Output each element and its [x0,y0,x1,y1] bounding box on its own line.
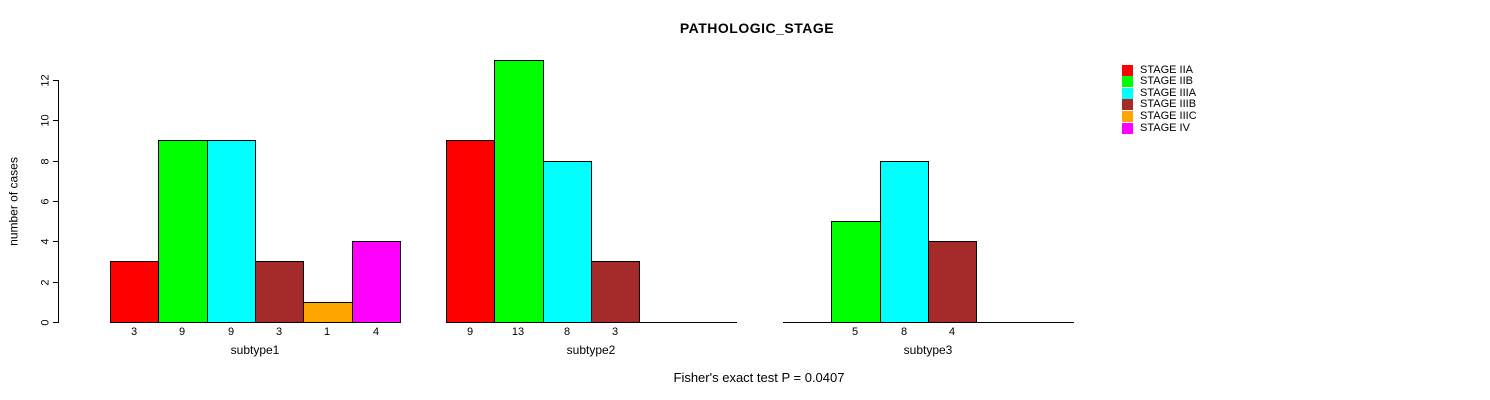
legend-swatch-stage-iiib [1122,99,1133,110]
y-axis-tick [53,322,58,323]
legend-label: STAGE IIIC [1140,110,1197,122]
legend-item-stage-iiic: STAGE IIIC [1122,111,1197,122]
legend-swatch-stage-iiia [1122,88,1133,99]
bar-value-label: 1 [323,326,331,338]
legend-label: STAGE IIA [1140,64,1193,76]
bar-value-label: 4 [948,326,956,338]
bar-subtype1-stage-iib [158,140,208,323]
bar-value-label: 8 [900,326,908,338]
legend-label: STAGE IIB [1140,75,1193,87]
bar-subtype2-stage-iia [446,140,495,323]
bar-subtype1-stage-iv [352,241,401,323]
legend-swatch-stage-iiic [1122,111,1133,122]
bar-value-label: 8 [563,326,571,338]
legend-item-stage-iib: STAGE IIB [1122,76,1193,87]
y-axis-tick [53,282,58,283]
x-axis-group-label: subtype1 [230,343,280,357]
y-axis-tick-label: 0 [39,319,52,326]
bar-value-label: 3 [611,326,619,338]
legend-label: STAGE IIIB [1140,98,1197,110]
y-axis-tick-label: 4 [39,238,52,245]
bar-subtype3-stage-iiia [880,161,929,323]
y-axis-tick-label: 12 [39,74,52,87]
x-axis-group-label: subtype3 [903,343,953,357]
legend-item-stage-iia: STAGE IIA [1122,65,1193,76]
bar-subtype2-stage-iiib [591,261,640,323]
y-axis-tick [53,80,58,81]
chart-title: PATHOLOGIC_STAGE [679,20,835,36]
bar-value-label: 13 [511,326,525,338]
bar-subtype1-stage-iiia [207,140,256,323]
x-axis-group-label: subtype2 [566,343,616,357]
y-axis-line [58,80,59,323]
y-axis-tick-label: 6 [39,198,52,205]
bar-value-label: 5 [851,326,859,338]
legend-swatch-stage-iia [1122,65,1133,76]
legend-label: STAGE IV [1140,122,1190,134]
legend-swatch-stage-iib [1122,76,1133,87]
legend-swatch-stage-iv [1122,123,1133,134]
legend-item-stage-iiia: STAGE IIIA [1122,88,1196,99]
y-axis-tick-label: 10 [39,114,52,127]
legend-item-stage-iiib: STAGE IIIB [1122,99,1196,110]
footnote: Fisher's exact test P = 0.0407 [673,370,845,385]
y-axis-tick [53,201,58,202]
bar-value-label: 9 [178,326,186,338]
bar-subtype2-stage-iiia [543,161,592,323]
legend-item-stage-iv: STAGE IV [1122,123,1190,134]
y-axis-tick-label: 2 [39,279,52,286]
y-axis-tick-label: 8 [39,158,52,165]
bar-subtype1-stage-iiib [255,261,304,323]
legend-label: STAGE IIIA [1140,87,1197,99]
bar-subtype1-stage-iia [110,261,159,323]
bar-value-label: 3 [130,326,138,338]
y-axis-tick [53,161,58,162]
bar-subtype3-stage-iiib [928,241,977,323]
bar-subtype2-stage-iib [494,60,544,323]
bar-subtype3-stage-iib [831,221,881,323]
bar-value-label: 4 [372,326,380,338]
y-axis-tick [53,241,58,242]
bar-value-label: 9 [227,326,235,338]
y-axis-tick [53,120,58,121]
bar-value-label: 3 [275,326,283,338]
bar-subtype1-stage-iiic [303,302,353,323]
bar-value-label: 9 [466,326,474,338]
